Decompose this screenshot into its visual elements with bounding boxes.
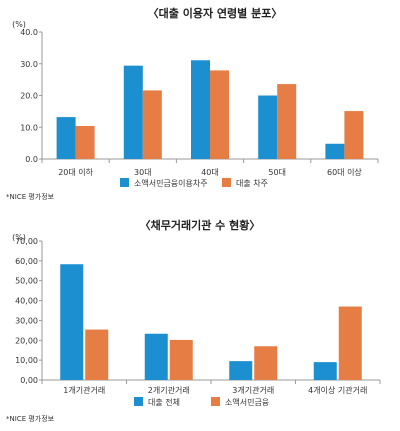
y-tick-label: 30.0	[20, 60, 38, 69]
y-tick-label: 40,00	[15, 297, 38, 306]
institution-count-chart: 〈채무거래기관 수 현황〉 (%) 0,00 10,00 20,00 30,00 40,00…	[6, 218, 381, 423]
source-note: *NICE 평가정보	[6, 414, 55, 423]
bar-series-2	[338, 306, 362, 380]
y-tick-label: 50,00	[15, 277, 38, 286]
x-tick-label: 30대	[134, 168, 152, 177]
x-tick-label: 40대	[201, 168, 219, 177]
legend-label: 소액서민금융이용차주	[134, 178, 208, 188]
y-tick-label: 10,00	[15, 356, 38, 365]
y-tick-label: 10.0	[20, 123, 38, 132]
x-tick-label: 2개기관거래	[148, 385, 190, 395]
bar-series-1	[123, 65, 143, 159]
bar-series-2	[75, 125, 95, 159]
chart-title: 〈채무거래기관 수 현황〉	[140, 218, 261, 232]
x-tick-label: 20대 이하	[58, 167, 93, 177]
bar-series-1	[229, 361, 253, 380]
bar-series-1	[313, 362, 337, 380]
x-tick-label: 50대	[268, 168, 286, 177]
y-tick-label: 20,00	[15, 336, 38, 345]
legend-swatch	[120, 178, 129, 187]
bar-series-2	[85, 329, 109, 380]
y-axis-unit-label: (%)	[12, 20, 26, 29]
legend-swatch	[222, 178, 231, 187]
y-tick-label: 70,00	[15, 237, 38, 246]
bar-series-2	[169, 339, 193, 380]
bar-series-1	[56, 117, 76, 159]
y-tick-label: 60,00	[15, 257, 38, 266]
x-tick-label: 1개기관거래	[63, 385, 105, 395]
y-tick-label: 0,00	[20, 376, 38, 385]
bar-series-1	[258, 95, 278, 159]
y-tick-label: 40.0	[20, 28, 38, 37]
bar-series-2	[277, 84, 297, 159]
legend-label: 소액서민금융	[225, 397, 269, 407]
legend-swatch	[211, 397, 220, 406]
y-tick-label: 30,00	[15, 316, 38, 325]
chart-title: 〈대출 이용자 연령별 분포〉	[148, 6, 283, 20]
x-tick-label: 3개기관거래	[232, 385, 274, 395]
bar-series-2	[142, 90, 162, 159]
y-tick-label: 20.0	[20, 92, 38, 101]
bar-series-1	[191, 60, 210, 159]
bar-series-1	[144, 333, 168, 380]
y-tick-label: 0.0	[25, 155, 38, 164]
bar-series-1	[60, 264, 84, 380]
x-tick-label: 4개이상 기관거래	[308, 385, 367, 395]
bar-series-1	[325, 143, 345, 159]
legend-swatch	[134, 397, 143, 406]
x-tick-label: 60대 이상	[327, 167, 362, 177]
bar-series-2	[254, 346, 278, 380]
source-note: *NICE 평가정보	[6, 192, 55, 200]
y-axis-unit-label: (%)	[12, 233, 26, 242]
bar-series-2	[344, 111, 364, 159]
legend-label: 대출 차주	[236, 178, 268, 188]
legend-label: 대출 전체	[148, 397, 180, 407]
bar-series-2	[210, 70, 229, 159]
age-distribution-chart: 〈대출 이용자 연령별 분포〉 (%) 0.0 10.0 20.0 30.0 40.0 20대…	[6, 6, 379, 200]
